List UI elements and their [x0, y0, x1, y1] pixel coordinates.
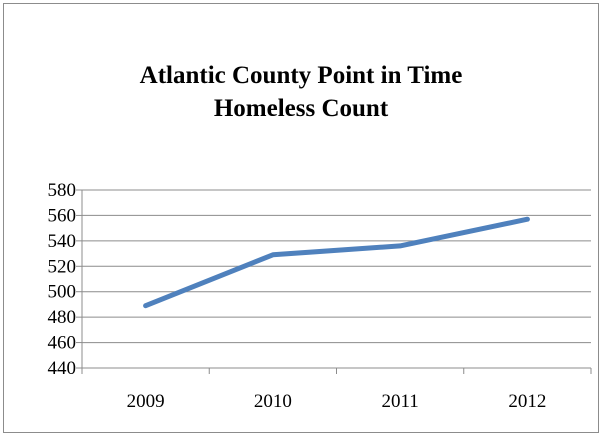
- x-tick-label-2009: 2009: [127, 391, 165, 412]
- y-tick-label-580: 580: [48, 180, 77, 201]
- y-tick-label-540: 540: [48, 231, 77, 252]
- series-lines: [143, 216, 530, 309]
- x-tick-label-2012: 2012: [508, 391, 546, 412]
- chart-title-line-1: Atlantic County Point in Time: [139, 62, 463, 89]
- x-tick-label-2010: 2010: [254, 391, 292, 412]
- x-axis-labels: 2009 2010 2011 2012: [127, 391, 547, 412]
- chart-area: [3, 3, 599, 433]
- chart-title-line-2: Homeless Count: [213, 95, 389, 122]
- y-tick-label-460: 460: [48, 333, 77, 354]
- y-tick-label-500: 500: [48, 282, 77, 303]
- x-tick-label-2011: 2011: [381, 391, 418, 412]
- y-tick-label-440: 440: [48, 358, 77, 379]
- gridlines: [82, 189, 591, 344]
- y-axis-labels: 440 460 480 500 520 540 560 580: [48, 180, 77, 379]
- y-tick-label-560: 560: [48, 205, 77, 226]
- series-line-0: [143, 216, 530, 309]
- chart-title: Atlantic County Point in Time Homeless C…: [3, 59, 599, 125]
- axes: [76, 189, 592, 374]
- y-tick-label-480: 480: [48, 307, 77, 328]
- y-tick-label-520: 520: [48, 256, 77, 277]
